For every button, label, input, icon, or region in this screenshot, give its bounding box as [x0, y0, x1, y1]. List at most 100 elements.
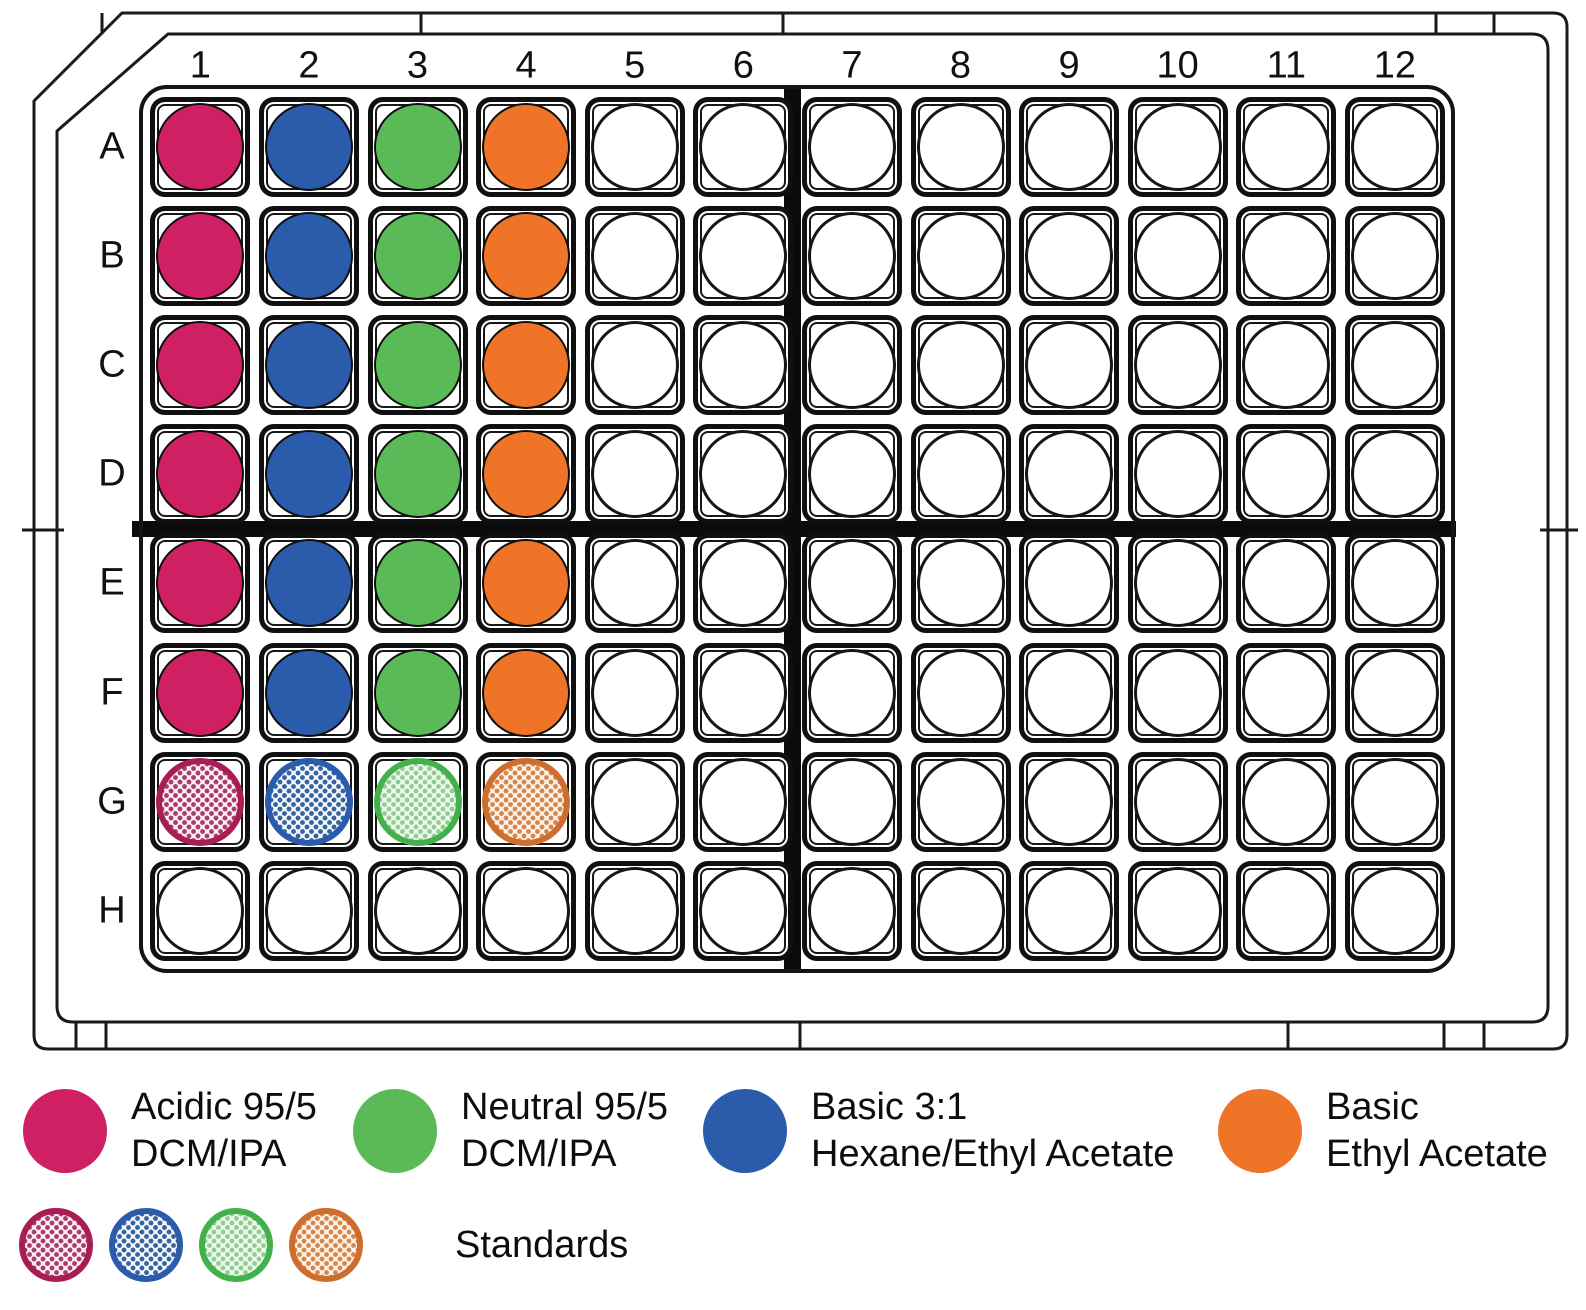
well-H9-circle — [1025, 867, 1114, 955]
well-G1-circle — [156, 757, 245, 846]
well-A6-circle — [699, 102, 788, 191]
well-A11 — [1236, 96, 1337, 197]
legend-label: DCM/IPA — [131, 1133, 287, 1175]
row-label-B: B — [99, 234, 125, 277]
well-C11-circle — [1242, 321, 1331, 409]
well-E8-circle — [916, 539, 1005, 628]
standard-acidic-swatch-icon — [19, 1208, 93, 1282]
well-A7-circle — [807, 102, 896, 191]
legend-item-standards: Standards — [19, 1208, 628, 1282]
column-label-6: 6 — [732, 44, 754, 87]
well-A8-circle — [916, 102, 1005, 191]
well-D5 — [584, 424, 685, 525]
well-F7-circle — [807, 648, 896, 737]
well-D3 — [367, 424, 468, 525]
legend-item-acidic: Acidic 95/5 DCM/IPA — [23, 1084, 317, 1178]
well-E10-circle — [1133, 539, 1222, 628]
basic-ethyl-acetate-swatch-icon — [1218, 1089, 1302, 1173]
well-D9-circle — [1025, 430, 1114, 519]
column-label-3: 3 — [406, 44, 429, 87]
well-F11-circle — [1242, 648, 1331, 737]
well-E5-circle — [590, 539, 679, 628]
well-D8 — [910, 424, 1011, 525]
column-label-5: 5 — [624, 44, 646, 87]
well-E2-circle — [264, 539, 353, 628]
well-H10-circle — [1133, 867, 1222, 955]
well-H12 — [1344, 861, 1445, 961]
legend-label: Standards — [455, 1223, 629, 1266]
plate-lid-outline — [55, 32, 1550, 1024]
well-E3 — [367, 533, 468, 634]
well-G7 — [801, 751, 902, 852]
well-D12-circle — [1350, 430, 1439, 519]
well-A2 — [258, 96, 359, 197]
well-C7-circle — [807, 321, 896, 409]
well-C8-circle — [916, 321, 1005, 409]
legend-item-basic-ethyl-acetate: Basic Ethyl Acetate — [1218, 1084, 1548, 1178]
mold-tick-marks — [22, 13, 1578, 1049]
well-F6-circle — [699, 648, 788, 737]
well-E12 — [1344, 533, 1445, 634]
well-A9-circle — [1025, 102, 1114, 191]
well-H7-circle — [807, 867, 896, 955]
well-A1-circle — [156, 102, 245, 191]
well-B8-circle — [916, 211, 1005, 300]
well-H4-circle — [482, 867, 571, 955]
well-F6 — [693, 642, 794, 743]
well-D11 — [1236, 424, 1337, 525]
well-C8 — [910, 315, 1011, 415]
well-E3-circle — [373, 539, 462, 628]
well-F4 — [476, 642, 577, 743]
well-G2-circle — [264, 757, 353, 846]
column-label-12: 12 — [1373, 44, 1417, 87]
well-F8 — [910, 642, 1011, 743]
well-G9 — [1019, 751, 1120, 852]
well-G12 — [1344, 751, 1445, 852]
row-label-D: D — [98, 452, 126, 495]
well-F2-circle — [264, 648, 353, 737]
well-B11-circle — [1242, 211, 1331, 300]
well-F5 — [584, 642, 685, 743]
well-B4 — [476, 205, 577, 306]
well-B4-circle — [482, 211, 571, 300]
well-D6 — [693, 424, 794, 525]
well-A9 — [1019, 96, 1120, 197]
well-A4 — [476, 96, 577, 197]
column-label-7: 7 — [841, 44, 863, 87]
legend-item-basic-hexane: Basic 3:1 Hexane/Ethyl Acetate — [703, 1084, 1174, 1178]
column-label-4: 4 — [515, 44, 537, 87]
well-B3-circle — [373, 211, 462, 300]
well-B1-circle — [156, 211, 245, 300]
row-label-A: A — [99, 125, 125, 168]
well-C3 — [367, 315, 468, 415]
column-label-2: 2 — [298, 44, 320, 87]
basic-hexane-swatch-icon — [703, 1089, 787, 1173]
well-B8 — [910, 205, 1011, 306]
well-A7 — [801, 96, 902, 197]
well-G10 — [1127, 751, 1228, 852]
well-E7-circle — [807, 539, 896, 628]
well-D3-circle — [373, 430, 462, 519]
well-F12-circle — [1350, 648, 1439, 737]
well-H3 — [367, 861, 468, 961]
well-G6 — [693, 751, 794, 852]
well-B12-circle — [1350, 211, 1439, 300]
well-H5 — [584, 861, 685, 961]
well-D2-circle — [264, 430, 353, 519]
well-E6 — [693, 533, 794, 634]
thick-row-divider — [132, 521, 1456, 537]
well-C12-circle — [1350, 321, 1439, 409]
well-E1 — [150, 533, 251, 634]
well-D10 — [1127, 424, 1228, 525]
well-G8-circle — [916, 757, 1005, 846]
well-F4-circle — [482, 648, 571, 737]
well-H10 — [1127, 861, 1228, 961]
well-B9-circle — [1025, 211, 1114, 300]
well-B11 — [1236, 205, 1337, 306]
well-A12-circle — [1350, 102, 1439, 191]
well-D1-circle — [156, 430, 245, 519]
well-E9-circle — [1025, 539, 1114, 628]
well-D4-circle — [482, 430, 571, 519]
well-F1 — [150, 642, 251, 743]
well-B2 — [258, 205, 359, 306]
